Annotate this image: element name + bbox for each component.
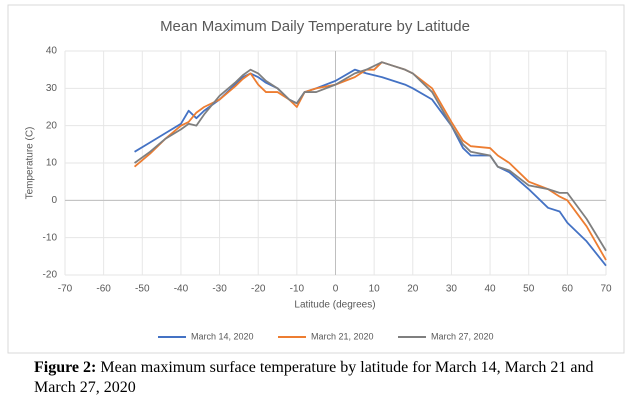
x-tick-label: 0 [333,284,339,295]
legend-label: March 14, 2020 [191,331,254,341]
x-tick-label: -60 [96,284,111,295]
x-tick-label: 60 [562,284,574,295]
x-tick-label: -50 [135,284,150,295]
series-line [133,61,607,261]
x-tick-label: 20 [407,284,419,295]
y-tick-label: -20 [43,270,58,281]
y-tick-label: 40 [46,46,58,57]
x-tick-label: -10 [290,284,305,295]
x-tick-label: 70 [600,284,612,295]
legend-label: March 21, 2020 [311,331,374,341]
y-tick-label: 0 [51,195,57,206]
figure-caption: Figure 2: Mean maximum surface temperatu… [34,358,604,398]
y-tick-label: 30 [46,83,58,94]
caption-label: Figure 2: [34,359,97,376]
x-tick-label: -20 [251,284,266,295]
series-line [134,61,607,252]
chart: Mean Maximum Daily Temperature by Latitu… [7,4,625,354]
x-tick-label: 50 [523,284,535,295]
y-tick-label: 10 [46,158,58,169]
caption-text: Mean maximum surface temperature by lati… [34,359,594,396]
x-tick-label: 40 [485,284,497,295]
x-tick-label: 10 [369,284,381,295]
x-tick-label: -70 [58,284,73,295]
legend-label: March 27, 2020 [431,331,494,341]
y-tick-label: 20 [46,120,58,131]
chart-title: Mean Maximum Daily Temperature by Latitu… [160,18,470,35]
x-tick-label: 30 [446,284,458,295]
y-axis-label: Temperature (C) [25,127,36,200]
y-tick-label: -10 [43,232,58,243]
x-axis-label: Latitude (degrees) [294,300,375,311]
x-tick-label: -30 [212,284,227,295]
x-tick-label: -40 [174,284,189,295]
